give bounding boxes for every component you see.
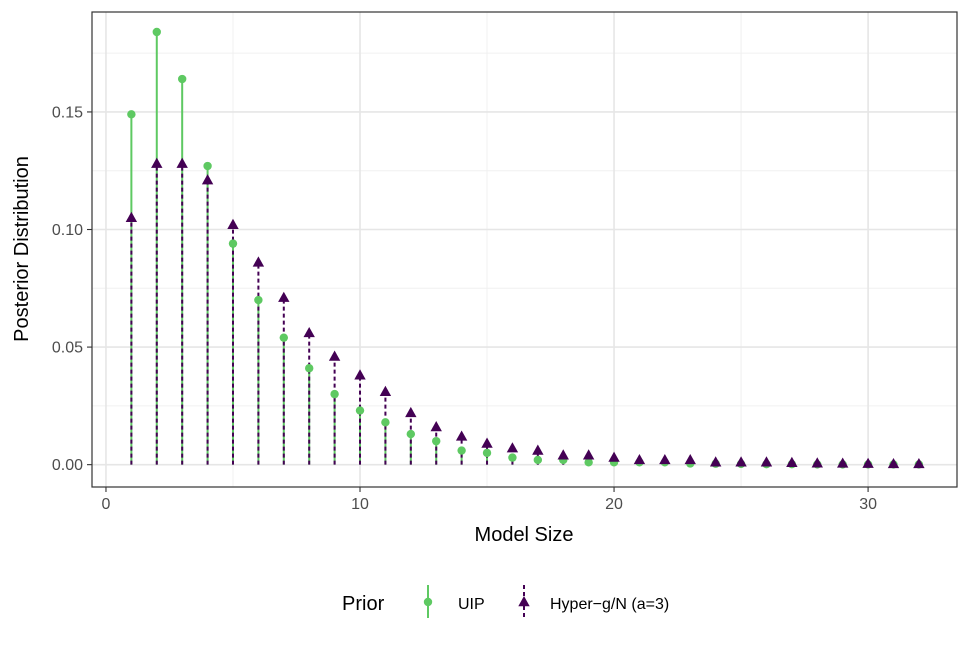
plot-background xyxy=(92,12,957,487)
hyper-point xyxy=(328,350,341,361)
uip-point xyxy=(381,418,390,427)
grid xyxy=(92,12,957,487)
hyper-point xyxy=(557,449,569,460)
legend: Prior UIP Hyper−g/N (a=3) xyxy=(342,585,669,618)
legend-uip-point xyxy=(423,597,433,607)
hyper-point xyxy=(379,385,392,396)
stems xyxy=(130,31,920,465)
y-tick-label: 0.05 xyxy=(52,340,83,357)
hyper-point xyxy=(582,449,595,460)
uip-point xyxy=(584,458,593,467)
uip-point xyxy=(203,161,212,171)
hyper-point xyxy=(405,406,417,418)
uip-point xyxy=(127,110,136,119)
hyper-point xyxy=(176,157,188,168)
hyper-point xyxy=(887,457,900,469)
uip-point xyxy=(177,74,187,84)
x-axis: 0 10 20 30 xyxy=(102,487,877,513)
hyper-point xyxy=(201,174,214,185)
uip-point xyxy=(406,429,416,439)
hyper-point xyxy=(633,453,646,465)
uip-point xyxy=(152,27,161,37)
y-tick-label: 0.00 xyxy=(52,457,83,474)
uip-point xyxy=(279,333,288,342)
uip-point xyxy=(457,446,466,455)
legend-label-uip: UIP xyxy=(458,596,485,613)
y-tick-label: 0.15 xyxy=(52,104,83,121)
hyper-point xyxy=(278,291,290,302)
uip-point xyxy=(432,436,441,446)
legend-hyper-point xyxy=(518,596,530,607)
y-tick-label: 0.10 xyxy=(52,222,83,239)
hyper-point xyxy=(354,369,366,380)
hyper-point xyxy=(811,457,823,468)
hyper-point xyxy=(913,457,925,469)
hyper-point xyxy=(481,437,493,448)
x-tick-label: 20 xyxy=(605,496,623,513)
legend-title: Prior xyxy=(342,593,385,615)
x-tick-label: 10 xyxy=(351,496,369,513)
uip-point xyxy=(355,406,365,415)
uip-point xyxy=(228,239,238,248)
hyper-point xyxy=(125,211,138,222)
hyper-point xyxy=(151,157,163,168)
hyper-point xyxy=(786,456,798,467)
points xyxy=(125,27,925,469)
hyper-point xyxy=(709,456,722,467)
hyper-point xyxy=(608,451,620,462)
hyper-point xyxy=(760,456,773,467)
x-axis-title: Model Size xyxy=(475,524,574,546)
uip-point xyxy=(533,455,543,465)
hyper-point xyxy=(684,453,696,465)
hyper-point xyxy=(862,457,874,468)
uip-point xyxy=(482,448,492,458)
hyper-point xyxy=(532,444,544,455)
plot-border xyxy=(91,11,958,488)
hyper-point xyxy=(227,218,239,230)
x-tick-label: 0 xyxy=(102,496,111,513)
uip-point xyxy=(508,453,517,462)
hyper-point xyxy=(659,453,671,465)
x-tick-label: 30 xyxy=(859,496,877,513)
hyper-point xyxy=(252,256,265,267)
legend-label-hyper: Hyper−g/N (a=3) xyxy=(550,596,669,613)
hyper-point xyxy=(836,457,849,468)
y-axis: 0.00 0.05 0.10 0.15 xyxy=(52,104,92,474)
legend-key-hyper xyxy=(518,585,530,618)
uip-point xyxy=(305,364,314,373)
hyper-point xyxy=(735,456,747,467)
hyper-point xyxy=(430,421,442,432)
hyper-point xyxy=(455,430,468,441)
uip-point xyxy=(330,389,339,399)
hyper-point xyxy=(506,442,519,453)
y-axis-title: Posterior Distribution xyxy=(11,156,33,342)
uip-point xyxy=(254,295,263,305)
legend-key-uip xyxy=(423,585,433,618)
hyper-point xyxy=(303,326,315,338)
